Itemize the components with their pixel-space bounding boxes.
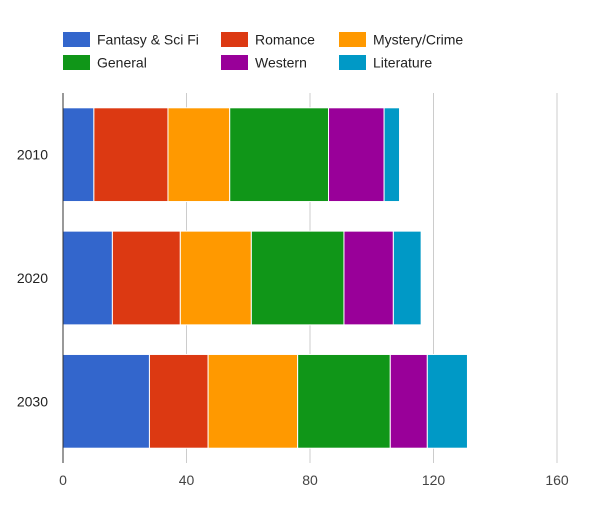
chart-legend: Fantasy & Sci Fi Romance Mystery/Crime Gene… (63, 32, 463, 71)
bar-segment-western-2010[interactable] (328, 107, 385, 203)
legend-label-general: General (97, 55, 147, 71)
legend-label-fantasy-sci-fi: Fantasy & Sci Fi (97, 32, 199, 48)
legend-swatch-western (221, 55, 248, 70)
legend-swatch-fantasy-sci-fi (63, 32, 90, 47)
x-tick-label-40: 40 (179, 472, 195, 488)
bar-segment-mystery-crime-2020[interactable] (179, 230, 252, 326)
bar-segment-mystery-crime-2010[interactable] (167, 107, 231, 203)
bar-segment-romance-2020[interactable] (111, 230, 181, 326)
legend-item-literature[interactable]: Literature (339, 55, 432, 71)
x-tick-label-80: 80 (302, 472, 318, 488)
legend-item-romance[interactable]: Romance (221, 32, 315, 48)
legend-label-western: Western (255, 55, 307, 71)
legend-item-western[interactable]: Western (221, 55, 307, 71)
bar-group-2020 (62, 230, 422, 326)
bar-segment-literature-2020[interactable] (392, 230, 422, 326)
bar-segment-romance-2030[interactable] (148, 353, 209, 449)
bar-segment-literature-2030[interactable] (426, 353, 468, 449)
y-tick-label-2020: 2020 (17, 270, 48, 286)
y-tick-label-2030: 2030 (17, 393, 48, 409)
bar-segment-western-2020[interactable] (343, 230, 394, 326)
legend-label-romance: Romance (255, 32, 315, 48)
x-tick-label-0: 0 (59, 472, 67, 488)
bar-segment-fantasy-sci-fi-2020[interactable] (62, 230, 113, 326)
bar-segment-fantasy-sci-fi-2030[interactable] (62, 353, 150, 449)
bar-segment-western-2030[interactable] (389, 353, 428, 449)
bar-segment-fantasy-sci-fi-2010[interactable] (62, 107, 95, 203)
bar-segment-general-2030[interactable] (297, 353, 391, 449)
bar-segment-general-2020[interactable] (250, 230, 345, 326)
legend-item-general[interactable]: General (63, 55, 147, 71)
legend-swatch-general (63, 55, 90, 70)
legend-label-mystery-crime: Mystery/Crime (373, 32, 463, 48)
legend-label-literature: Literature (373, 55, 432, 71)
y-tick-label-2010: 2010 (17, 147, 48, 163)
legend-item-mystery-crime[interactable]: Mystery/Crime (339, 32, 463, 48)
bar-group-2030 (62, 353, 468, 449)
bar-segment-mystery-crime-2030[interactable] (207, 353, 299, 449)
chart-bars (62, 107, 468, 449)
bar-segment-general-2010[interactable] (229, 107, 330, 203)
x-tick-label-120: 120 (422, 472, 446, 488)
legend-swatch-mystery-crime (339, 32, 366, 47)
chart-axes: 2010 2020 2030 0 40 80 120 160 (17, 93, 569, 488)
legend-item-fantasy-sci-fi[interactable]: Fantasy & Sci Fi (63, 32, 199, 48)
legend-swatch-literature (339, 55, 366, 70)
bar-segment-literature-2010[interactable] (383, 107, 401, 203)
bar-group-2010 (62, 107, 401, 203)
bar-segment-romance-2010[interactable] (93, 107, 169, 203)
x-tick-label-160: 160 (545, 472, 569, 488)
legend-swatch-romance (221, 32, 248, 47)
